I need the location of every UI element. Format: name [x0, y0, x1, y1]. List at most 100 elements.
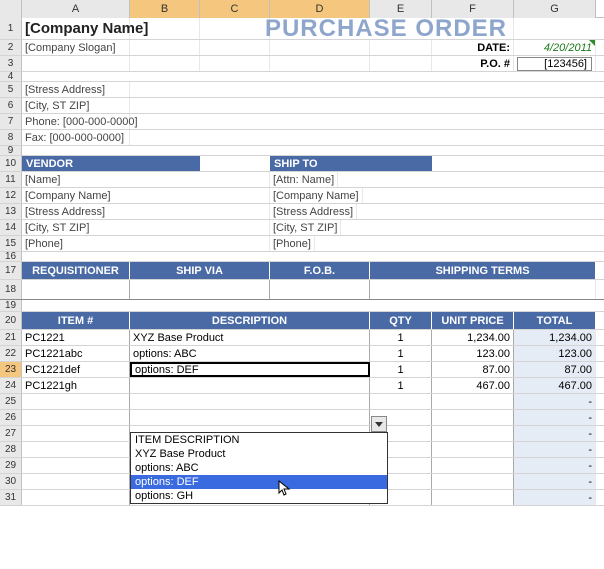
dd-item-4[interactable]: options: GH	[131, 489, 387, 503]
row-22[interactable]: 22	[0, 346, 22, 361]
shipto-header[interactable]: SHIP TO	[270, 156, 432, 171]
shipto-city[interactable]: [City, ST ZIP]	[270, 220, 341, 235]
row-31[interactable]: 31	[0, 490, 22, 505]
qty-25[interactable]	[370, 394, 432, 409]
col-A[interactable]: A	[22, 0, 130, 18]
dd-item-0[interactable]: ITEM DESCRIPTION	[131, 433, 387, 447]
hdr-shipping-terms[interactable]: SHIPPING TERMS	[370, 262, 596, 279]
fob-cell[interactable]	[270, 280, 370, 299]
row-8[interactable]: 8	[0, 130, 22, 145]
vendor-address[interactable]: [Stress Address]	[22, 204, 270, 219]
item-21[interactable]: PC1221	[22, 330, 130, 345]
total-21[interactable]: 1,234.00	[514, 330, 596, 345]
price-24[interactable]: 467.00	[432, 378, 514, 393]
row-30[interactable]: 30	[0, 474, 22, 489]
po-number[interactable]: [123456]	[514, 56, 596, 71]
hdr-shipvia[interactable]: SHIP VIA	[130, 262, 270, 279]
item-28[interactable]	[22, 442, 130, 457]
dd-item-1[interactable]: XYZ Base Product	[131, 447, 387, 461]
hdr-qty[interactable]: QTY	[370, 312, 432, 329]
row-7[interactable]: 7	[0, 114, 22, 129]
desc-23[interactable]: options: DEF	[130, 362, 370, 377]
row-20[interactable]: 20	[0, 312, 22, 329]
co-city[interactable]: [City, ST ZIP]	[22, 98, 130, 113]
row-18[interactable]: 18	[0, 280, 22, 299]
row-9[interactable]: 9	[0, 146, 22, 155]
row-13[interactable]: 13	[0, 204, 22, 219]
row-12[interactable]: 12	[0, 188, 22, 203]
vendor-header[interactable]: VENDOR	[22, 156, 200, 171]
select-all-corner[interactable]	[0, 0, 22, 18]
row-5[interactable]: 5	[0, 82, 22, 97]
total-23[interactable]: 87.00	[514, 362, 596, 377]
vendor-company[interactable]: [Company Name]	[22, 188, 270, 203]
terms-cell[interactable]	[370, 280, 596, 299]
qty-24[interactable]: 1	[370, 378, 432, 393]
qty-22[interactable]: 1	[370, 346, 432, 361]
qty-23[interactable]: 1	[370, 362, 432, 377]
hdr-requisitioner[interactable]: REQUISITIONER	[22, 262, 130, 279]
price-25[interactable]	[432, 394, 514, 409]
item-26[interactable]	[22, 410, 130, 425]
total-29[interactable]: -	[514, 458, 596, 473]
total-30[interactable]: -	[514, 474, 596, 489]
vendor-city[interactable]: [City, ST ZIP]	[22, 220, 270, 235]
row-4[interactable]: 4	[0, 72, 22, 81]
row-15[interactable]: 15	[0, 236, 22, 251]
dropdown-list[interactable]: ITEM DESCRIPTION XYZ Base Product option…	[130, 432, 388, 504]
item-30[interactable]	[22, 474, 130, 489]
item-25[interactable]	[22, 394, 130, 409]
desc-21[interactable]: XYZ Base Product	[130, 330, 370, 345]
item-24[interactable]: PC1221gh	[22, 378, 130, 393]
row-29[interactable]: 29	[0, 458, 22, 473]
price-22[interactable]: 123.00	[432, 346, 514, 361]
hdr-fob[interactable]: F.O.B.	[270, 262, 370, 279]
req-cell[interactable]	[22, 280, 130, 299]
price-28[interactable]	[432, 442, 514, 457]
desc-25[interactable]	[130, 394, 370, 409]
price-26[interactable]	[432, 410, 514, 425]
total-22[interactable]: 123.00	[514, 346, 596, 361]
shipto-phone[interactable]: [Phone]	[270, 236, 315, 251]
co-fax[interactable]: Fax: [000-000-0000]	[22, 130, 130, 145]
row-6[interactable]: 6	[0, 98, 22, 113]
price-23[interactable]: 87.00	[432, 362, 514, 377]
qty-21[interactable]: 1	[370, 330, 432, 345]
co-phone[interactable]: Phone: [000-000-0000]	[22, 114, 130, 129]
row-25[interactable]: 25	[0, 394, 22, 409]
row-28[interactable]: 28	[0, 442, 22, 457]
date-label[interactable]: DATE:	[432, 40, 514, 55]
shipvia-cell[interactable]	[130, 280, 270, 299]
price-30[interactable]	[432, 474, 514, 489]
row-23[interactable]: 23	[0, 362, 22, 377]
row-19[interactable]: 19	[0, 300, 22, 311]
col-G[interactable]: G	[514, 0, 596, 18]
row-21[interactable]: 21	[0, 330, 22, 345]
row-16[interactable]: 16	[0, 252, 22, 261]
item-29[interactable]	[22, 458, 130, 473]
item-23[interactable]: PC1221def	[22, 362, 130, 377]
desc-24[interactable]	[130, 378, 370, 393]
desc-22[interactable]: options: ABC	[130, 346, 370, 361]
row-10[interactable]: 10	[0, 156, 22, 171]
row-1[interactable]: 1	[0, 18, 22, 39]
row-2[interactable]: 2	[0, 40, 22, 55]
col-C[interactable]: C	[200, 0, 270, 18]
price-27[interactable]	[432, 426, 514, 441]
dd-item-2[interactable]: options: ABC	[131, 461, 387, 475]
company-name[interactable]: [Company Name]	[22, 18, 130, 39]
row-24[interactable]: 24	[0, 378, 22, 393]
row-11[interactable]: 11	[0, 172, 22, 187]
dropdown-button[interactable]	[371, 416, 387, 432]
price-21[interactable]: 1,234.00	[432, 330, 514, 345]
total-28[interactable]: -	[514, 442, 596, 457]
hdr-desc[interactable]: DESCRIPTION	[130, 312, 370, 329]
shipto-attn[interactable]: [Attn: Name]	[270, 172, 338, 187]
shipto-address[interactable]: [Stress Address]	[270, 204, 357, 219]
item-31[interactable]	[22, 490, 130, 505]
hdr-total[interactable]: TOTAL	[514, 312, 596, 329]
row-3[interactable]: 3	[0, 56, 22, 71]
total-25[interactable]: -	[514, 394, 596, 409]
shipto-company[interactable]: [Company Name]	[270, 188, 363, 203]
co-address[interactable]: [Stress Address]	[22, 82, 130, 97]
